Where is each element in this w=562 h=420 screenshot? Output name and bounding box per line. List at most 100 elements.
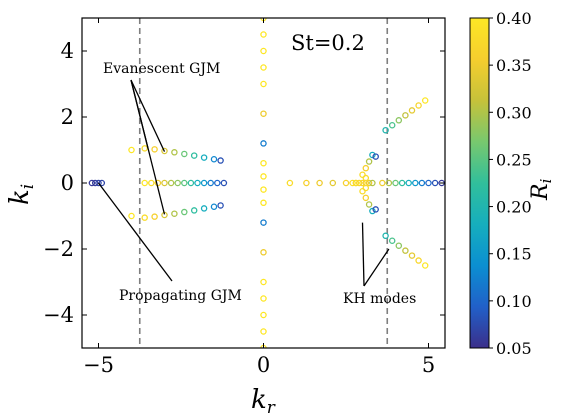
data-point (260, 31, 267, 38)
annotation-arrow-0-2 (130, 79, 166, 215)
data-point (260, 199, 267, 207)
st-annotation: St=0.2 (291, 31, 365, 55)
data-point (141, 214, 148, 221)
data-point (421, 97, 429, 104)
y-tick-label: 4 (61, 39, 74, 63)
data-point (352, 179, 360, 187)
x-axis-ticks: −5 0 5 (83, 18, 435, 377)
data-point (260, 159, 267, 167)
annotation-arrow-0-1 (130, 79, 166, 152)
annotation-arrows (97, 79, 390, 287)
data-point (365, 158, 373, 165)
data-point (316, 179, 323, 187)
data-point (91, 179, 99, 187)
data-point (260, 64, 267, 71)
colorbar-ticks: 0.05 0.10 0.15 0.20 0.25 0.30 0.35 0.40 (489, 9, 532, 358)
annotation-arrow-1-0 (97, 182, 173, 282)
data-point (171, 210, 178, 217)
data-point (362, 174, 370, 182)
series-kh-lower-branch (382, 232, 429, 269)
data-point (151, 213, 158, 220)
data-point (359, 179, 366, 187)
data-point (171, 149, 178, 156)
data-point (210, 155, 218, 163)
data-point (342, 179, 350, 187)
data-point (286, 179, 294, 187)
data-point (207, 179, 214, 187)
data-points (88, 18, 445, 348)
data-point (418, 179, 426, 187)
data-point (395, 242, 403, 249)
data-point (260, 80, 267, 88)
colorbar-tick-label: 0.20 (496, 198, 532, 217)
data-point (392, 179, 399, 187)
data-point (161, 147, 168, 155)
colorbar (469, 17, 490, 349)
data-point (260, 110, 267, 117)
data-point (395, 117, 403, 124)
data-point (260, 47, 267, 55)
data-point (365, 201, 373, 208)
data-point (431, 179, 439, 187)
data-point (194, 179, 201, 187)
data-point (388, 237, 396, 244)
data-point (174, 179, 181, 187)
series-propagating-gjm (88, 179, 106, 187)
y-tick-label: 0 (61, 171, 74, 195)
data-point (260, 328, 267, 335)
data-point (412, 179, 419, 187)
data-point (260, 140, 267, 147)
data-point (359, 171, 366, 178)
data-point (200, 205, 208, 212)
data-point (372, 206, 379, 213)
data-point (372, 153, 379, 160)
dashed-lines (138, 18, 389, 348)
series-gjm-lower (141, 202, 224, 221)
data-point (355, 179, 363, 187)
data-point (220, 179, 228, 187)
data-point (398, 179, 406, 187)
colorbar-tick-label: 0.15 (496, 245, 532, 264)
data-point (260, 311, 267, 319)
annotation-evanescent-gjm: Evanescent GJM (103, 61, 220, 77)
data-point (388, 122, 396, 129)
series-real-axis-right (379, 179, 445, 187)
data-point (349, 179, 356, 187)
data-point (303, 179, 310, 187)
data-point (362, 164, 370, 172)
data-point (161, 179, 168, 187)
y-tick-label: 2 (61, 105, 74, 129)
data-point (260, 186, 267, 193)
data-point (329, 179, 337, 187)
data-point (217, 202, 224, 209)
colorbar-tick-label: 0.30 (496, 103, 532, 122)
data-point (141, 179, 148, 187)
data-point (382, 232, 389, 240)
colorbar-tick-label: 0.35 (496, 56, 532, 75)
data-point (181, 150, 188, 158)
data-point (128, 212, 135, 220)
data-point (379, 179, 386, 187)
data-point (260, 173, 267, 180)
data-point (95, 179, 102, 187)
series-kh-small-lower (372, 206, 379, 213)
series-gjm-evanescent-outliers (128, 146, 135, 220)
data-point (369, 207, 376, 215)
data-point (385, 179, 393, 187)
data-point (187, 179, 195, 187)
series-kh-upper-branch (382, 97, 429, 134)
x-tick-label: −5 (83, 353, 114, 377)
data-point (402, 247, 409, 254)
data-point (148, 179, 155, 187)
x-axis-label: kr (251, 385, 276, 418)
data-point (181, 179, 188, 187)
data-point (359, 187, 366, 195)
data-point (200, 154, 208, 161)
data-point (362, 184, 370, 192)
data-point (260, 249, 267, 256)
data-point (415, 102, 422, 109)
data-point (415, 257, 422, 264)
data-point (214, 179, 221, 187)
y-tick-label: −4 (43, 303, 74, 327)
